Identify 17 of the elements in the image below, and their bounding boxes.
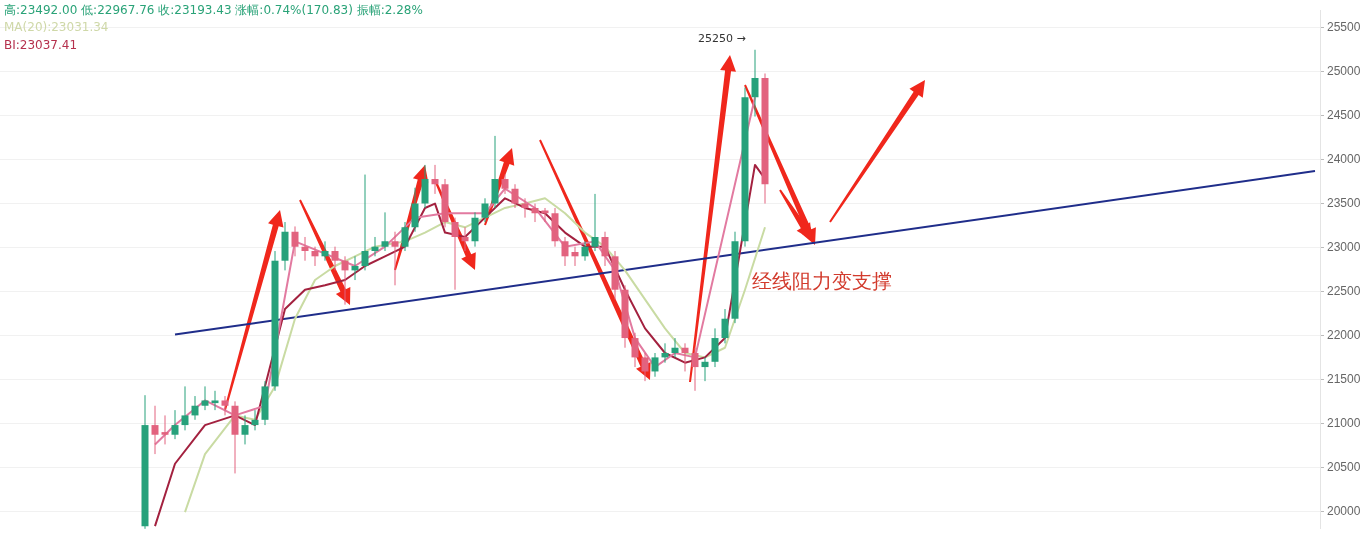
y-tick-label: 22000 — [1327, 327, 1361, 342]
y-tick-label: 25500 — [1327, 20, 1361, 35]
y-tick-label: 23500 — [1327, 195, 1361, 210]
y-tick-label: 23000 — [1327, 239, 1361, 254]
y-tick-label: 20000 — [1327, 503, 1361, 518]
annotation: 25250 → — [698, 32, 746, 45]
y-tick-label: 25000 — [1327, 64, 1361, 79]
y-tick-label: 22500 — [1327, 283, 1361, 298]
annotation: 高:23492.00 低:22967.76 收:23193.43 涨幅:0.74%(170.83) 振幅:2.28% — [4, 2, 423, 19]
y-tick-label: 21500 — [1327, 371, 1361, 386]
y-tick-label: 24500 — [1327, 107, 1361, 122]
y-tick-label: 21000 — [1327, 415, 1361, 430]
y-tick-label: 20500 — [1327, 459, 1361, 474]
y-tick-label: 24000 — [1327, 151, 1361, 166]
annotation: 经线阻力变支撑 — [752, 268, 892, 295]
annotation: MA(20):23031.34 — [4, 20, 109, 34]
annotation: BI:23037.41 — [4, 38, 78, 52]
